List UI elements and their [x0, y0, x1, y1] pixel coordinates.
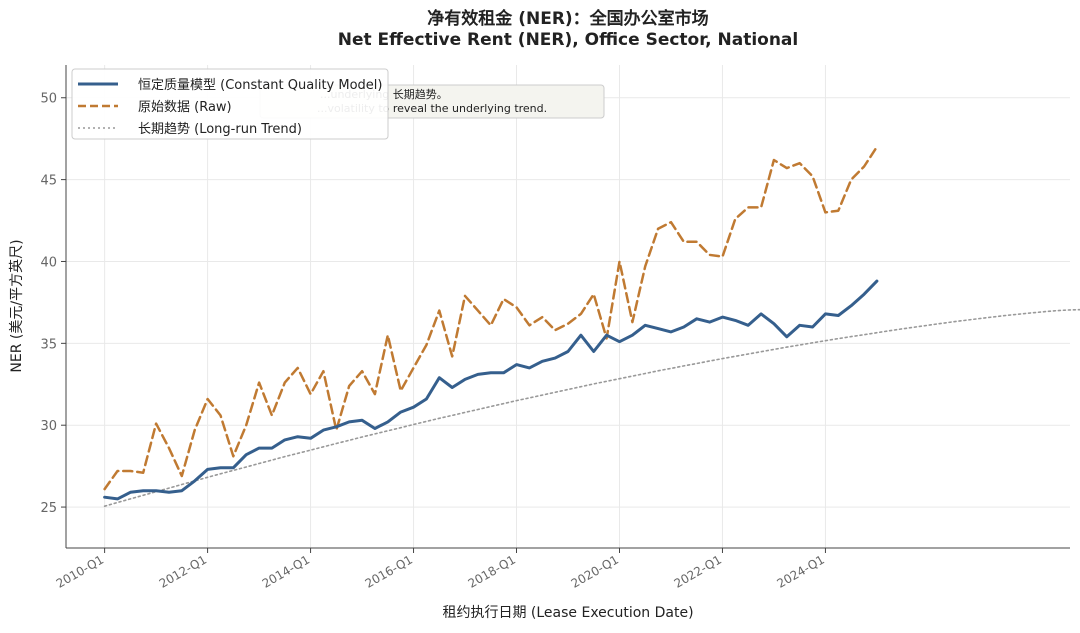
y-axis-ticks: 25 30 35 40 45 50 [40, 92, 66, 516]
legend-entry-trend: 长期趋势 (Long-run Trend) [138, 121, 302, 137]
legend-box [71, 68, 389, 140]
series-line-constant-quality [103, 279, 879, 501]
y-tick-label: 30 [40, 419, 57, 434]
x-axis-ticks: 2010-Q1 2012-Q1 2014-Q1 2016-Q1 2018-Q1 2020-… [54, 548, 827, 591]
x-tick-label: 2022-Q1 [672, 552, 724, 590]
x-tick-label: 2020-Q1 [569, 552, 621, 590]
x-tick-label: 2010-Q1 [54, 552, 106, 590]
y-axis-label: NER (美元/平方英尺) [8, 239, 25, 372]
y-tick-label: 25 [40, 501, 57, 516]
chart-title-chinese: 净有效租金 (NER)：全国办公室市场 [427, 8, 708, 29]
x-tick-label: 2012-Q1 [157, 552, 209, 590]
series-line-raw [103, 145, 879, 491]
x-tick-label: 2016-Q1 [363, 552, 415, 590]
series-layer [103, 145, 1080, 508]
x-tick-label: 2024-Q1 [775, 552, 827, 590]
x-tick-label: 2014-Q1 [260, 552, 312, 590]
y-tick-label: 50 [40, 92, 57, 107]
series-line-trend [103, 308, 1080, 508]
legend: 恒定质量模型 (Constant Quality Model) 原始数据 (Ra… [71, 68, 389, 140]
y-tick-label: 35 [40, 337, 57, 352]
x-axis-label: 租约执行日期 (Lease Execution Date) [442, 605, 693, 621]
x-tick-label: 2018-Q1 [466, 552, 518, 590]
y-tick-label: 40 [40, 255, 57, 270]
chart-title-english: Net Effective Rent (NER), Office Sector,… [338, 30, 798, 50]
axes [65, 65, 1070, 549]
legend-entry-raw: 原始数据 (Raw) [138, 100, 232, 115]
legend-entry-constant-quality: 恒定质量模型 (Constant Quality Model) [138, 78, 382, 93]
y-tick-label: 45 [40, 174, 57, 189]
